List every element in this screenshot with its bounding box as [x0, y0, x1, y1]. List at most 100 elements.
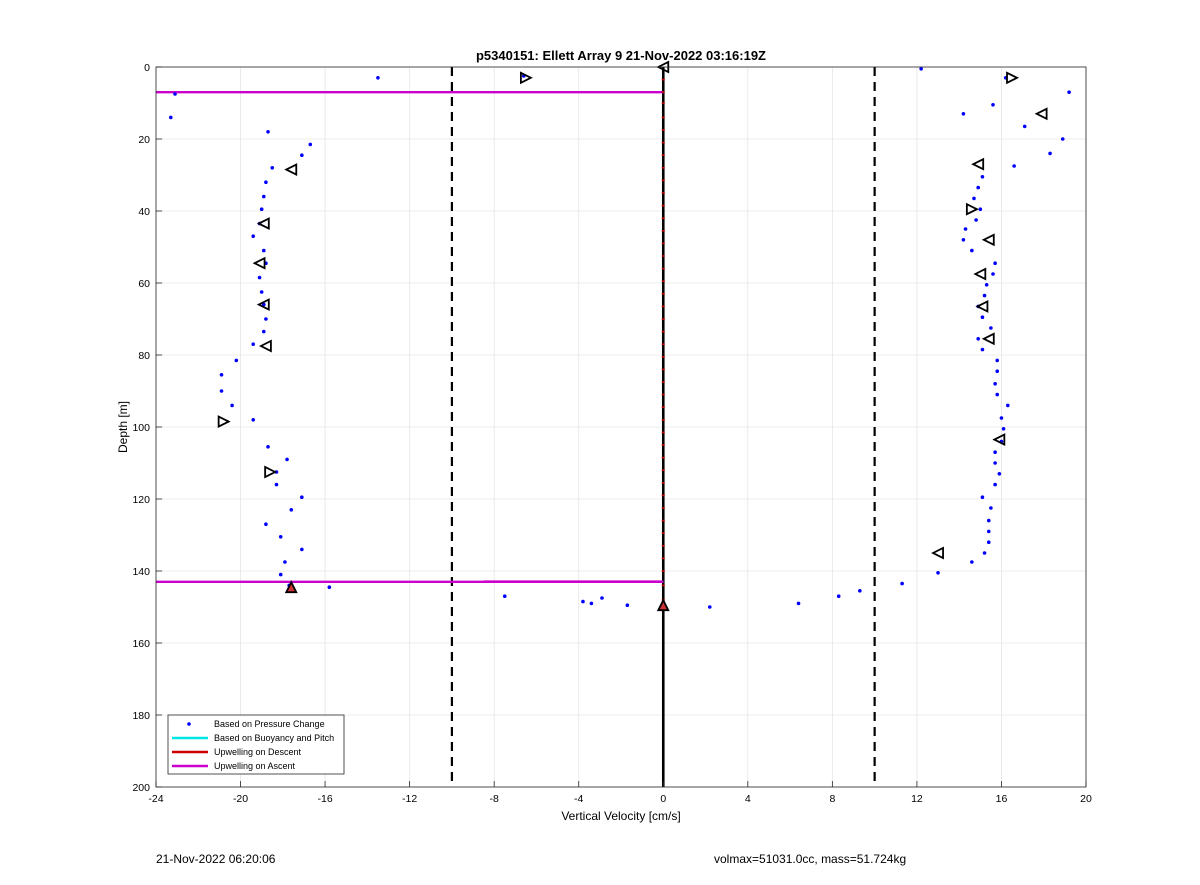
pressure-point [264, 180, 268, 184]
buoyancy-markers [217, 60, 1048, 612]
pressure-point [982, 293, 987, 298]
pressure-point [1067, 90, 1071, 94]
x-tick-label: 16 [996, 793, 1008, 805]
pressure-point [168, 115, 173, 120]
x-tick-label: -24 [148, 793, 163, 805]
buoyancy-triangle [975, 299, 989, 313]
pressure-point [978, 207, 983, 211]
legend-label: Upwelling on Descent [214, 747, 302, 757]
pressure-point [991, 272, 995, 276]
pressure-point [972, 196, 976, 201]
pressure-point [1060, 137, 1065, 141]
pressure-point [251, 234, 256, 238]
y-tick-label: 40 [138, 206, 150, 218]
pressure-point [264, 317, 268, 321]
pressure-point [989, 326, 993, 330]
buoyancy-triangle [656, 598, 670, 612]
pressure-point [919, 67, 923, 71]
pressure-point [1022, 124, 1027, 129]
pressure-point [251, 418, 256, 422]
pressure-point [961, 112, 966, 116]
pressure-point [986, 529, 991, 534]
legend-label: Based on Pressure Change [214, 719, 325, 729]
y-tick-label: 180 [132, 710, 150, 722]
pressure-point [502, 594, 507, 598]
pressure-point [283, 560, 287, 564]
pressure-point [300, 153, 304, 157]
pressure-point [995, 392, 1000, 397]
legend-label: Upwelling on Ascent [214, 761, 296, 771]
pressure-point [278, 572, 283, 577]
pressure-point [980, 347, 985, 352]
pressure-point [219, 389, 224, 393]
chart-title: p5340151: Ellett Array 9 21-Nov-2022 03:… [476, 48, 766, 63]
pressure-point [995, 369, 1000, 374]
pressure-point [900, 581, 904, 586]
buoyancy-triangle [965, 202, 979, 216]
y-tick-label: 140 [132, 566, 150, 578]
buoyancy-triangle [217, 415, 231, 429]
legend: Based on Pressure Change Based on Buoyanc… [167, 714, 345, 775]
buoyancy-triangle [981, 332, 995, 346]
buoyancy-triangle [284, 580, 298, 594]
pressure-point [259, 290, 264, 294]
buoyancy-triangle [258, 339, 272, 353]
pressure-point [289, 508, 294, 512]
pressure-point [995, 358, 1000, 363]
pressure-point [976, 337, 981, 341]
pressure-point [974, 218, 978, 222]
pressure-point [993, 482, 997, 487]
pressure-point [963, 227, 968, 231]
pressure-point [982, 551, 987, 555]
pressure-point [625, 603, 630, 607]
pressure-point [376, 76, 380, 80]
x-axis-label: Vertical Velocity [cm/s] [561, 809, 680, 823]
legend-label: Based on Buoyancy and Pitch [214, 733, 334, 743]
pressure-point [266, 130, 270, 134]
pressure-point [327, 585, 332, 589]
pressure-point [1001, 427, 1006, 431]
pressure-point [266, 445, 270, 449]
pressure-point [1012, 164, 1016, 168]
y-tick-label: 20 [138, 134, 150, 146]
y-tick-label: 120 [132, 494, 150, 506]
buoyancy-triangle [971, 157, 985, 171]
pressure-point [976, 185, 981, 190]
pressure-point [986, 518, 991, 523]
pressure-point [261, 194, 266, 199]
pressure-point [261, 302, 266, 307]
pressure-point [989, 506, 993, 510]
pressure-point [173, 92, 177, 96]
buoyancy-triangle [981, 233, 995, 247]
buoyancy-triangle [519, 71, 533, 85]
buoyancy-triangle [973, 267, 987, 281]
series-layer [156, 67, 1071, 609]
pressure-point [970, 560, 974, 564]
y-tick-label: 80 [138, 350, 150, 362]
x-tick-label: 0 [660, 793, 666, 805]
pressure-point [308, 142, 313, 147]
pressure-point [589, 601, 594, 606]
pressure-point [970, 248, 974, 253]
pressure-point [581, 599, 585, 604]
y-tick-label: 0 [144, 62, 150, 74]
x-tick-label: -12 [402, 793, 417, 805]
legend-box [167, 714, 345, 775]
pressure-point [259, 207, 264, 211]
pressure-point [270, 166, 275, 170]
pressure-point [278, 535, 283, 539]
pressure-point [984, 283, 989, 287]
pressure-point [980, 495, 985, 500]
pressure-point [257, 275, 262, 280]
pressure-point [991, 103, 995, 107]
pressure-point [261, 329, 266, 334]
pressure-point [300, 547, 304, 552]
pressure-point [858, 589, 862, 593]
pressure-point [936, 571, 940, 575]
y-tick-label: 160 [132, 638, 150, 650]
pressure-point [251, 342, 256, 347]
pressure-point [230, 403, 234, 408]
pressure-point [285, 457, 289, 462]
x-tick-label: 20 [1080, 793, 1092, 805]
x-tick-label: 12 [911, 793, 923, 805]
